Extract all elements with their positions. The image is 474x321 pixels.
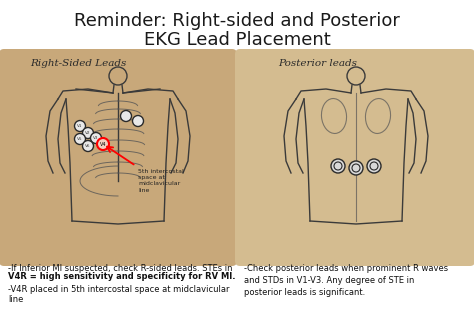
Circle shape [74, 120, 85, 132]
FancyBboxPatch shape [0, 49, 237, 266]
Text: V4R = high sensitivity and specificity for RV MI.: V4R = high sensitivity and specificity f… [8, 272, 236, 281]
Text: 5th intercostal
space at
midclavicular
line: 5th intercostal space at midclavicular l… [138, 169, 184, 193]
Text: V2: V2 [85, 131, 91, 135]
Circle shape [82, 141, 93, 152]
Text: -Check posterior leads when prominent R waves
and STDs in V1-V3. Any degree of S: -Check posterior leads when prominent R … [244, 264, 448, 297]
Text: Reminder: Right-sided and Posterior: Reminder: Right-sided and Posterior [74, 12, 400, 30]
Text: V3: V3 [93, 136, 99, 140]
Circle shape [120, 110, 131, 122]
Text: V6: V6 [85, 144, 91, 148]
Circle shape [91, 133, 101, 143]
Circle shape [97, 138, 109, 150]
Text: V1: V1 [77, 124, 82, 128]
Text: Right-Sided Leads: Right-Sided Leads [30, 59, 127, 68]
Circle shape [74, 134, 85, 144]
Circle shape [82, 127, 93, 138]
FancyBboxPatch shape [235, 49, 474, 266]
Text: V4: V4 [100, 142, 106, 146]
Text: -If Inferior MI suspected, check R-sided leads. STEs in: -If Inferior MI suspected, check R-sided… [8, 264, 233, 273]
Circle shape [367, 159, 381, 173]
Text: Posterior leads: Posterior leads [278, 59, 357, 68]
Circle shape [133, 116, 144, 126]
Text: EKG Lead Placement: EKG Lead Placement [144, 31, 330, 49]
Text: V5: V5 [77, 137, 83, 141]
Circle shape [331, 159, 345, 173]
Text: -V4R placed in 5th intercostal space at midclavicular
line: -V4R placed in 5th intercostal space at … [8, 285, 229, 304]
Circle shape [349, 161, 363, 175]
